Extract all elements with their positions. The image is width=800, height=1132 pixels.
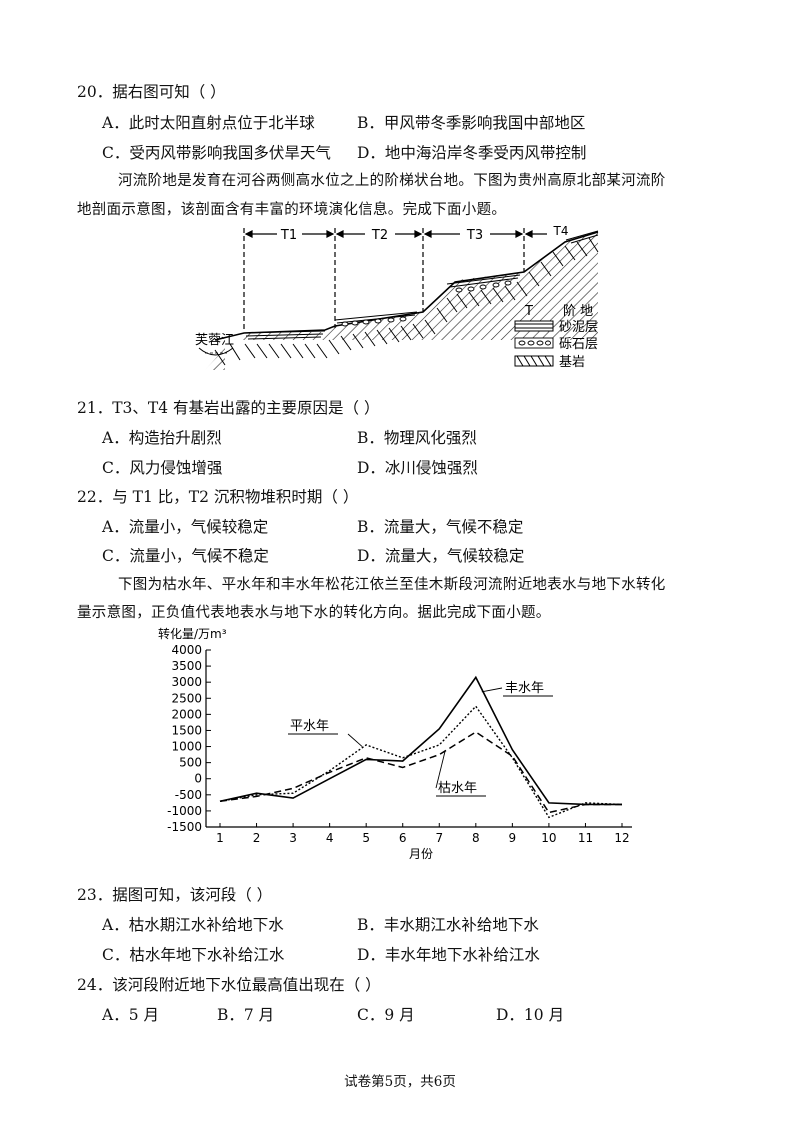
bedrock-hatch — [214, 237, 599, 366]
terrace-dividers — [243, 228, 525, 332]
series-label-leader — [347, 733, 363, 747]
q20-option-c: C．受丙风带影响我国多伏旱天气 — [102, 144, 331, 162]
y-tick-label: -1500 — [167, 820, 202, 834]
legend-text-gravel: 砾石层 — [559, 337, 598, 352]
legend-text-rock: 基岩 — [559, 355, 585, 370]
q23-option-d: D．丰水年地下水补给江水 — [357, 946, 540, 964]
q22-option-c: C．流量小，气候不稳定 — [102, 547, 269, 565]
terrace-label-t3: T3 — [466, 228, 483, 243]
legend-sand-icon — [514, 320, 554, 332]
terrace-label-t2: T2 — [371, 228, 388, 243]
legend-rock-icon — [514, 355, 554, 367]
x-tick-label: 12 — [614, 831, 629, 845]
legend-text-terrace: 阶 地 — [563, 304, 593, 319]
series-line-2 — [219, 731, 622, 814]
q22-option-b: B．流量大，气候不稳定 — [357, 518, 524, 536]
q24-stem: 24．该河段附近地下水位最高值出现在（ ） — [77, 976, 381, 994]
x-tick-label: 4 — [326, 831, 334, 845]
intro1-line1: 河流阶地是发育在河谷两侧高水位之上的阶梯状台地。下图为贵州高原北部某河流阶 — [118, 173, 666, 189]
y-tick-label: 2500 — [171, 691, 202, 705]
terrace-diagram: T1 T2 T3 T4 芙蓉江 — [195, 224, 599, 380]
river-label: 芙蓉江 — [195, 333, 234, 348]
q20-option-a: A．此时太阳直射点位于北半球 — [102, 114, 315, 132]
terrace-label-t1: T1 — [280, 228, 297, 243]
y-tick-label: 2000 — [171, 707, 202, 721]
y-tick-label: 3000 — [171, 675, 202, 689]
y-axis-label: 转化量/万m³ — [158, 626, 227, 641]
q23-option-a: A．枯水期江水补给地下水 — [102, 916, 284, 934]
intro2-line2: 量示意图，正负值代表地表水与地下水的转化方向。据此完成下面小题。 — [77, 605, 551, 621]
q20-option-b: B．甲风带冬季影响我国中部地区 — [357, 114, 586, 132]
x-tick-label: 2 — [253, 831, 261, 845]
y-tick-label: 0 — [194, 772, 202, 786]
q23-option-b: B．丰水期江水补给地下水 — [357, 916, 539, 934]
q23-stem: 23．据图可知，该河段（ ） — [77, 886, 273, 904]
gravel-layers — [341, 280, 512, 327]
legend-gravel-icon — [514, 337, 554, 349]
terrace-width-arrows — [244, 230, 547, 238]
river-channel — [198, 347, 234, 356]
bedrock — [205, 232, 598, 370]
series-label-1: 平水年 — [290, 719, 329, 734]
q22-stem: 22．与 T1 比，T2 沉积物堆积时期（ ） — [77, 488, 359, 506]
q21-option-d: D．冰川侵蚀强烈 — [357, 459, 478, 477]
conversion-chart: 转化量/万m³ 4000 3500 3000 2500 2000 1500 1000 500 0 -… — [158, 626, 632, 861]
diagram-legend: T 阶 地 砂泥层 砾石层 基岩 — [514, 304, 598, 370]
q24-option-a: A．5 月 — [102, 1006, 159, 1024]
x-tick-label: 7 — [435, 831, 443, 845]
q20-option-d: D．地中海沿岸冬季受丙风带控制 — [357, 144, 587, 162]
series-label-leader — [481, 687, 503, 693]
q24-option-b: B．7 月 — [217, 1006, 275, 1024]
q21-stem: 21．T3、T4 有基岩出露的主要原因是（ ） — [77, 399, 380, 417]
x-tick-label: 1 — [216, 831, 224, 845]
q21-option-a: A．构造抬升剧烈 — [102, 429, 222, 447]
legend-text-sand: 砂泥层 — [559, 320, 598, 335]
series-label-leader — [435, 750, 446, 789]
q22-option-a: A．流量小，气候较稳定 — [102, 518, 269, 536]
intro1-line2: 地剖面示意图，该剖面含有丰富的环境演化信息。完成下面小题。 — [77, 202, 507, 218]
x-tick-label: 6 — [399, 831, 407, 845]
q24-option-d: D．10 月 — [496, 1006, 565, 1024]
y-tick-label: 500 — [179, 756, 202, 770]
q22-option-d: D．流量大，气候较稳定 — [357, 547, 525, 565]
series-label-2: 枯水年 — [438, 781, 477, 796]
series-line-1 — [219, 705, 623, 819]
terrace-label-t4: T4 — [553, 224, 569, 238]
x-axis-label: 月份 — [409, 847, 433, 861]
y-tick-label: 1000 — [171, 740, 202, 754]
x-tick-label: 8 — [472, 831, 480, 845]
series-label-0: 丰水年 — [505, 681, 544, 696]
x-tick-label: 10 — [541, 831, 556, 845]
q21-option-c: C．风力侵蚀增强 — [102, 459, 223, 477]
page-footer: 试卷第5页，共6页 — [344, 1074, 456, 1090]
q20-stem: 20．据右图可知（ ） — [77, 83, 226, 101]
q23-option-c: C．枯水年地下水补给江水 — [102, 946, 285, 964]
q24-option-c: C．9 月 — [357, 1006, 415, 1024]
legend-symbol-t: T — [524, 304, 533, 319]
y-tick-label: 4000 — [171, 643, 202, 657]
series-line-0 — [219, 675, 622, 806]
x-tick-label: 11 — [578, 831, 593, 845]
q21-option-b: B．物理风化强烈 — [357, 429, 477, 447]
intro2-line1: 下图为枯水年、平水年和丰水年松花江依兰至佳木斯段河流附近地表水与地下水转化 — [118, 577, 666, 593]
y-tick-label: 1500 — [171, 723, 202, 737]
y-tick-label: 3500 — [171, 659, 202, 673]
x-tick-label: 3 — [289, 831, 297, 845]
y-tick-label: -1000 — [167, 804, 202, 818]
y-tick-label: -500 — [175, 788, 202, 802]
x-tick-label: 9 — [509, 831, 517, 845]
x-tick-label: 5 — [362, 831, 370, 845]
